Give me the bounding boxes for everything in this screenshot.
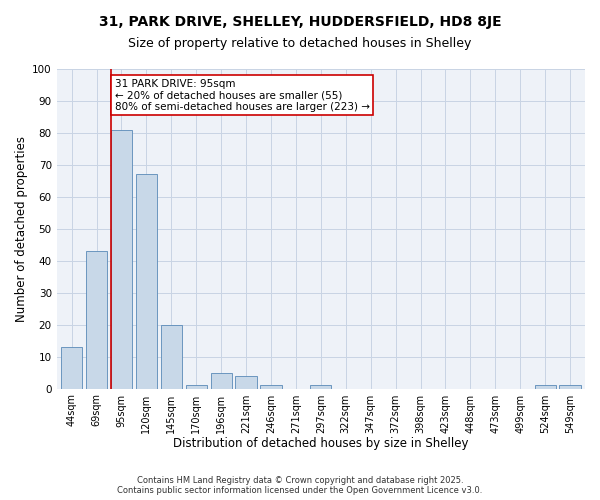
Bar <box>86 251 107 388</box>
Bar <box>260 386 281 388</box>
Text: Size of property relative to detached houses in Shelley: Size of property relative to detached ho… <box>128 38 472 51</box>
Y-axis label: Number of detached properties: Number of detached properties <box>15 136 28 322</box>
Bar <box>211 372 232 388</box>
Text: Contains HM Land Registry data © Crown copyright and database right 2025.
Contai: Contains HM Land Registry data © Crown c… <box>118 476 482 495</box>
Bar <box>185 386 207 388</box>
Bar <box>161 324 182 388</box>
Text: 31, PARK DRIVE, SHELLEY, HUDDERSFIELD, HD8 8JE: 31, PARK DRIVE, SHELLEY, HUDDERSFIELD, H… <box>98 15 502 29</box>
Bar <box>559 386 581 388</box>
Bar <box>235 376 257 388</box>
Bar <box>61 347 82 389</box>
Bar <box>310 386 331 388</box>
X-axis label: Distribution of detached houses by size in Shelley: Distribution of detached houses by size … <box>173 437 469 450</box>
Bar <box>535 386 556 388</box>
Text: 31 PARK DRIVE: 95sqm
← 20% of detached houses are smaller (55)
80% of semi-detac: 31 PARK DRIVE: 95sqm ← 20% of detached h… <box>115 78 370 112</box>
Bar <box>136 174 157 388</box>
Bar <box>111 130 132 388</box>
